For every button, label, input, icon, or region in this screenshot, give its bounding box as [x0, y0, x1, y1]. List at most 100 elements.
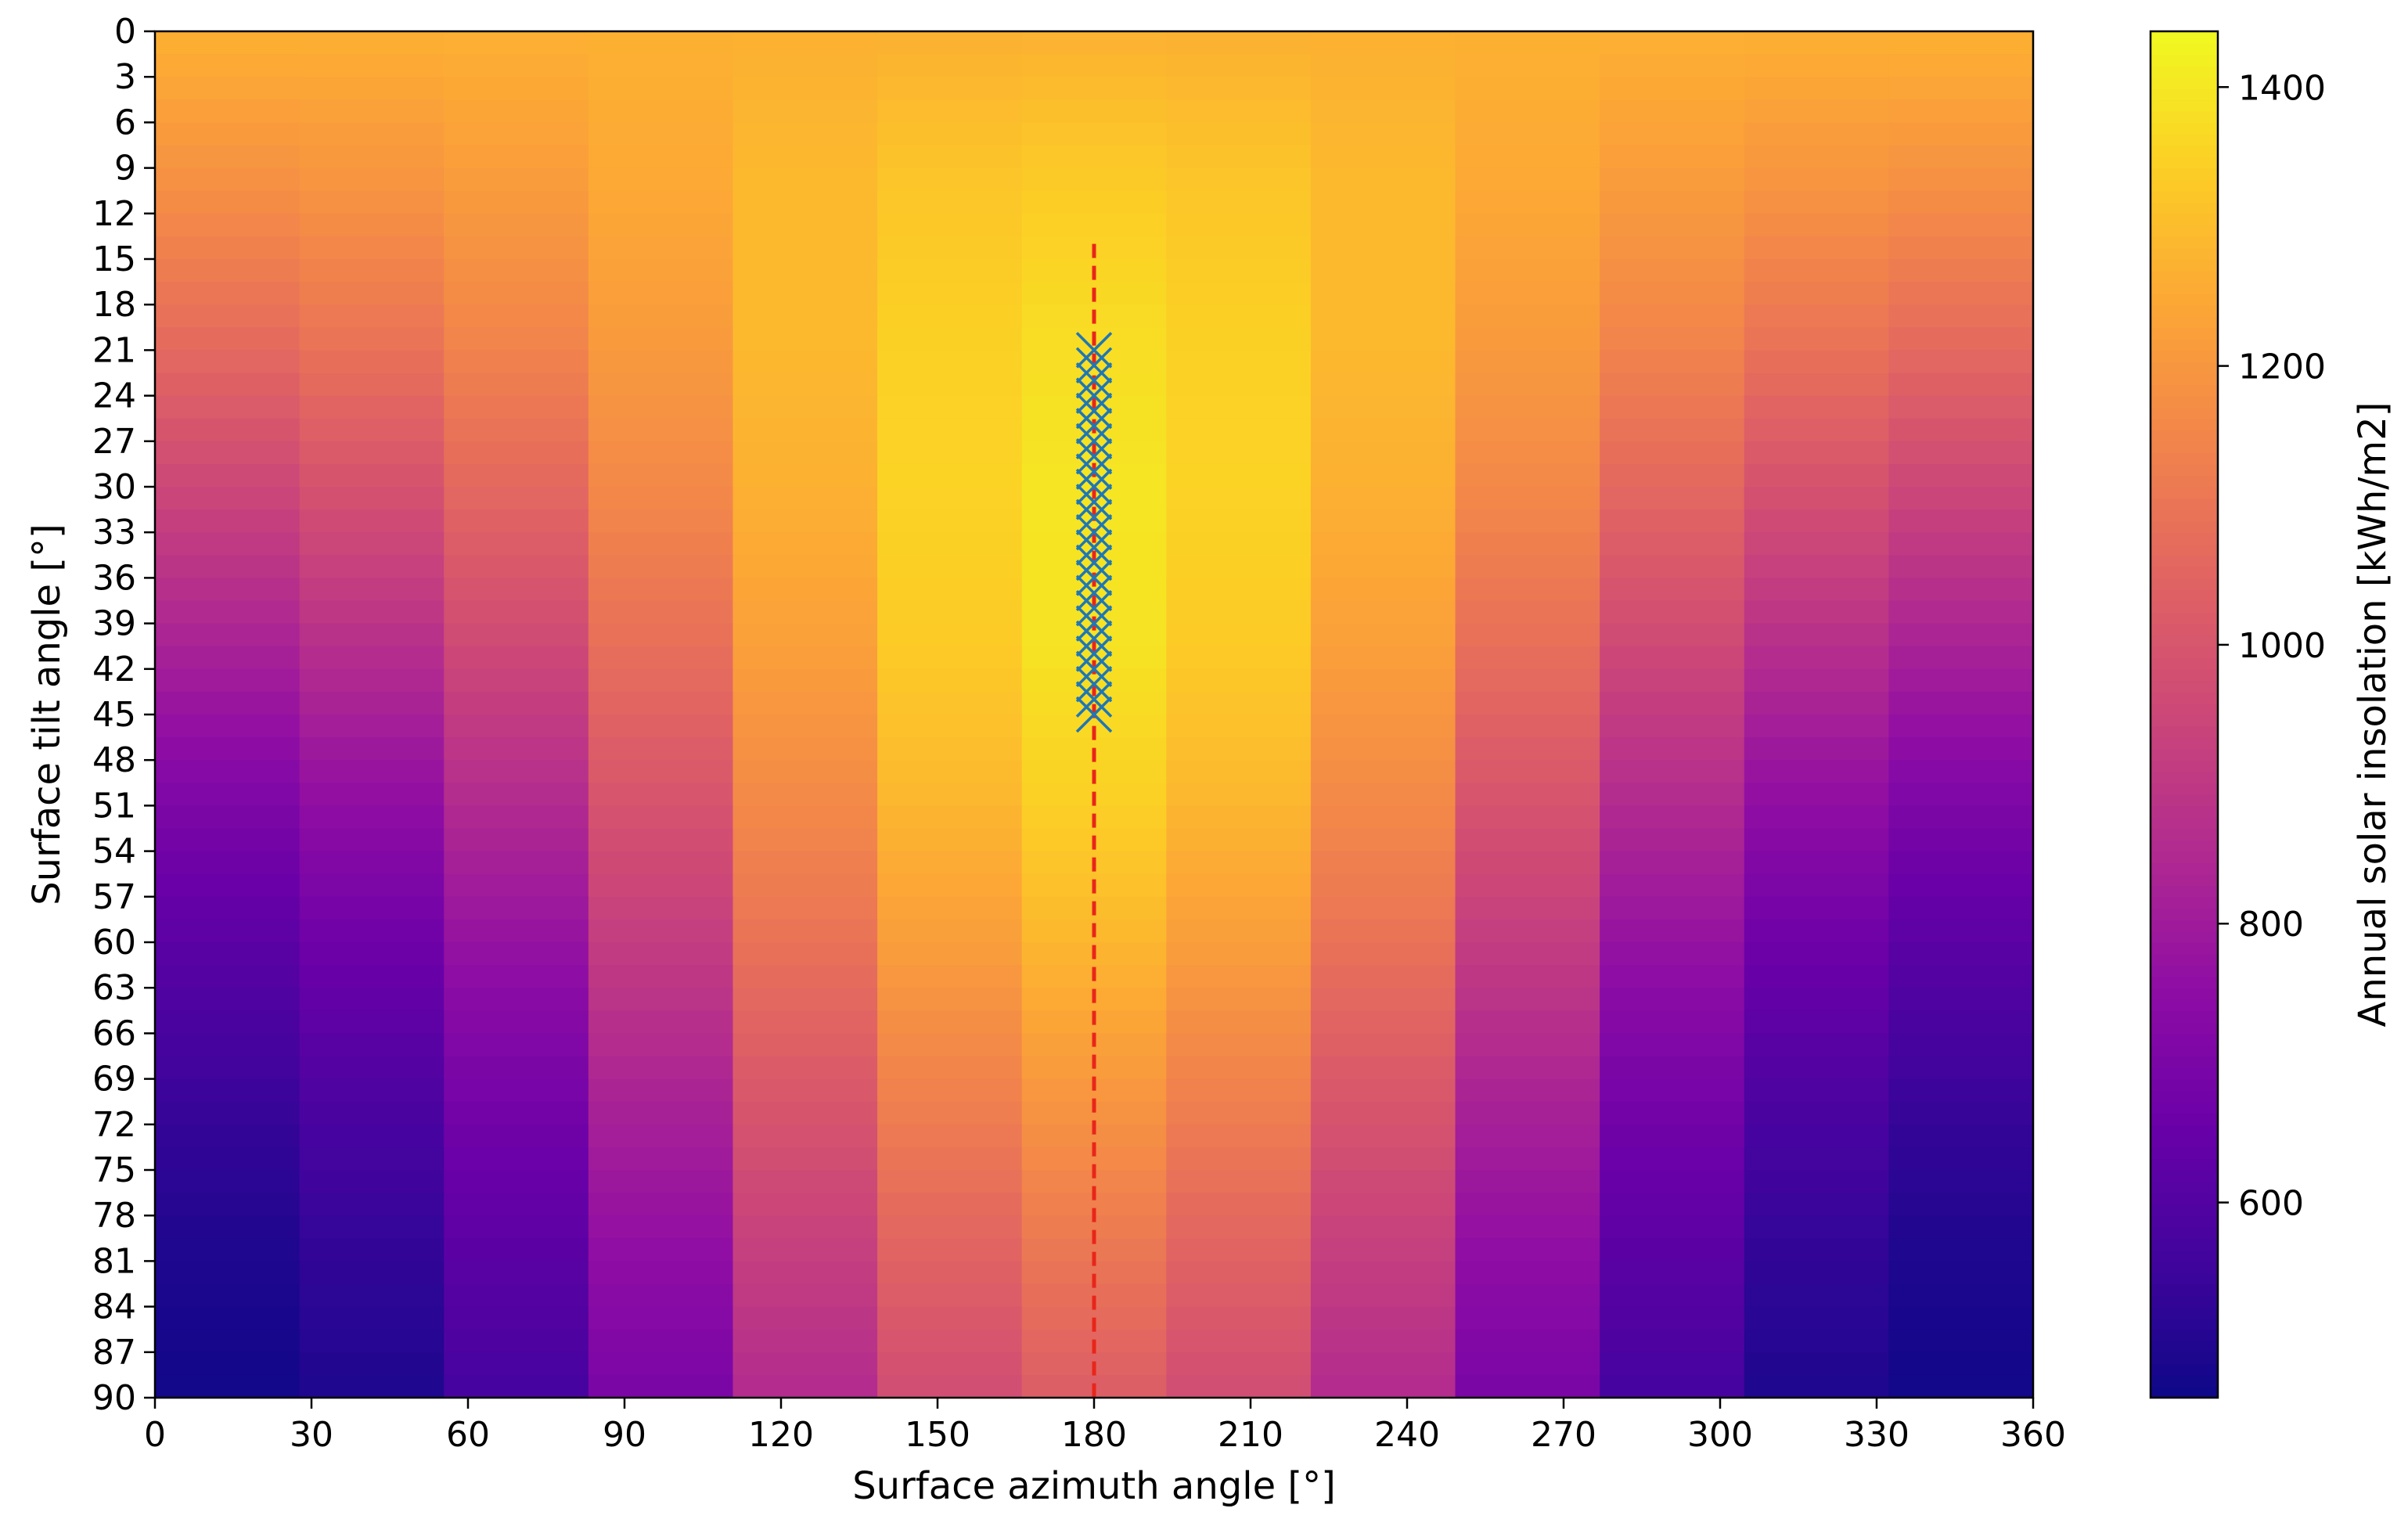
heatmap-cell: [1166, 1329, 1312, 1353]
heatmap-cell: [1166, 668, 1312, 693]
heatmap-cell: [732, 828, 878, 852]
heatmap-cell: [1166, 373, 1312, 397]
heatmap-cell: [444, 487, 589, 510]
heatmap-cell: [155, 1283, 301, 1308]
heatmap-cell: [444, 555, 589, 579]
heatmap-cell: [299, 167, 445, 192]
colorbar-segment: [2151, 1033, 2218, 1046]
heatmap-cell: [1600, 1170, 1745, 1193]
heatmap-cell: [732, 350, 878, 374]
heatmap-cell: [1310, 327, 1456, 351]
heatmap-cell: [1744, 715, 1890, 738]
colorbar-segment: [2151, 133, 2218, 146]
heatmap-cell: [1455, 487, 1600, 510]
heatmap-cell: [155, 1215, 301, 1240]
heatmap-cell: [1744, 122, 1890, 146]
heatmap-cell: [877, 236, 1023, 260]
heatmap-cell: [299, 1124, 445, 1148]
heatmap-cell: [1888, 942, 2033, 966]
heatmap-cell: [1166, 737, 1312, 761]
y-tick-label: 78: [92, 1196, 136, 1236]
optimum-marker: [1075, 696, 1113, 733]
heatmap-cell: [588, 282, 734, 305]
colorbar-segment: [2151, 338, 2218, 351]
heatmap-cell: [588, 1374, 734, 1398]
colorbar-segment: [2151, 760, 2218, 772]
heatmap-cell: [1888, 259, 2033, 283]
heatmap-cell: [1166, 1056, 1312, 1080]
heatmap-cell: [588, 646, 734, 670]
heatmap-cell: [588, 1033, 734, 1057]
heatmap-cell: [1455, 623, 1600, 647]
heatmap-cell: [1455, 965, 1600, 988]
colorbar-tick-label: 800: [2238, 905, 2304, 945]
heatmap-cell: [155, 851, 301, 875]
heatmap-cell: [155, 1101, 301, 1125]
heatmap-cell: [1600, 1146, 1745, 1171]
heatmap-cell: [1166, 805, 1312, 830]
heatmap-cell: [155, 873, 301, 898]
heatmap-cell: [732, 646, 878, 670]
heatmap-cell: [1166, 1215, 1312, 1240]
heatmap-cell: [1021, 190, 1168, 214]
heatmap-cell: [444, 418, 589, 442]
heatmap-cell: [588, 236, 734, 260]
colorbar-segment: [2151, 122, 2218, 135]
heatmap-cell: [299, 1215, 445, 1240]
heatmap-cell: [1888, 350, 2033, 374]
heatmap-cell: [1744, 487, 1890, 510]
heatmap-cell: [1744, 99, 1890, 124]
heatmap-cell: [1455, 167, 1600, 192]
heatmap-cell: [299, 1329, 445, 1353]
heatmap-cell: [1310, 919, 1456, 943]
heatmap-cell: [588, 828, 734, 852]
heatmap-cell: [299, 327, 445, 351]
heatmap-cell: [299, 99, 445, 124]
colorbar-segment: [2151, 236, 2218, 249]
heatmap-cell: [1888, 145, 2033, 169]
heatmap-cell: [1744, 851, 1890, 875]
colorbar-segment: [2151, 646, 2218, 659]
heatmap-cell: [1166, 145, 1312, 169]
heatmap-cell: [588, 1193, 734, 1216]
heatmap-cell: [1166, 1261, 1312, 1285]
x-tick-label: 120: [748, 1415, 814, 1455]
heatmap-cell: [1888, 600, 2033, 625]
heatmap-cell: [732, 1033, 878, 1057]
heatmap-cell: [155, 623, 301, 647]
heatmap-cell: [1600, 395, 1745, 419]
heatmap-cell: [877, 805, 1023, 830]
heatmap-cell: [299, 965, 445, 988]
heatmap-cell: [299, 988, 445, 1012]
colorbar-segment: [2151, 1193, 2218, 1205]
y-axis-label: Surface tilt angle [°]: [25, 524, 69, 905]
colorbar-segment: [2151, 840, 2218, 852]
heatmap-cell: [1310, 1124, 1456, 1148]
heatmap-cell: [732, 668, 878, 693]
colorbar-segment: [2151, 1021, 2218, 1035]
heatmap-cell: [732, 1146, 878, 1171]
heatmap-cell: [1744, 350, 1890, 374]
heatmap-cell: [1744, 1329, 1890, 1353]
heatmap-cell: [877, 532, 1023, 556]
heatmap-cell: [444, 668, 589, 693]
heatmap-cell: [1744, 167, 1890, 192]
colorbar-segment: [2151, 1158, 2218, 1171]
optimum-marker: [1075, 377, 1113, 414]
heatmap-cell: [1744, 77, 1890, 101]
colorbar-frame: [2149, 30, 2219, 1399]
colorbar-segment: [2151, 509, 2218, 522]
heatmap-cell: [877, 509, 1023, 533]
heatmap-cell: [299, 1193, 445, 1216]
heatmap-cell: [1888, 760, 2033, 784]
heatmap-cell: [1600, 737, 1745, 761]
heatmap-cell: [1166, 395, 1312, 419]
heatmap-cell: [588, 1124, 734, 1148]
heatmap-cell: [588, 327, 734, 351]
heatmap-cell: [588, 942, 734, 966]
heatmap-cell: [1455, 259, 1600, 283]
heatmap-cell: [732, 259, 878, 283]
heatmap-cell: [299, 851, 445, 875]
heatmap-cell: [299, 1238, 445, 1262]
heatmap-cell: [877, 441, 1023, 465]
